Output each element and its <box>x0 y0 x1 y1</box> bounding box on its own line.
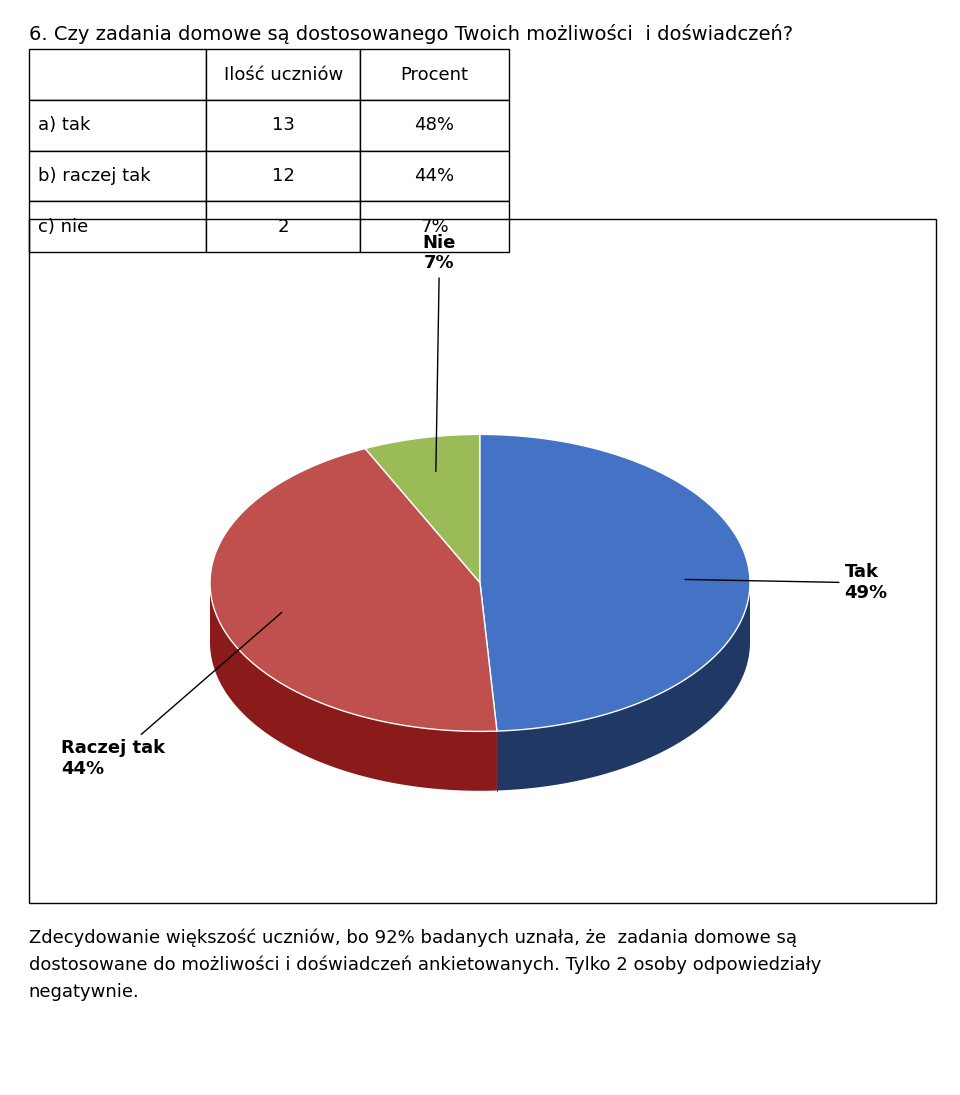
Text: 44%: 44% <box>415 166 454 185</box>
Bar <box>29 201 206 252</box>
Bar <box>206 201 360 252</box>
Polygon shape <box>480 435 750 731</box>
Text: 2: 2 <box>277 218 289 235</box>
Text: 12: 12 <box>272 166 295 185</box>
Text: Nie
7%: Nie 7% <box>422 233 456 472</box>
Bar <box>29 150 206 201</box>
Text: 6. Czy zadania domowe są dostosowanego Twoich możliwości  i doświadczeń?: 6. Czy zadania domowe są dostosowanego T… <box>29 24 793 44</box>
Text: a) tak: a) tak <box>38 116 91 135</box>
Bar <box>360 201 509 252</box>
Bar <box>29 100 206 151</box>
Text: 13: 13 <box>272 116 295 135</box>
Text: Procent: Procent <box>400 66 468 83</box>
Text: Ilość uczniów: Ilość uczniów <box>224 66 343 83</box>
Text: Zdecydowanie większość uczniów, bo 92% badanych uznała, że  zadania domowe są
do: Zdecydowanie większość uczniów, bo 92% b… <box>29 929 821 1001</box>
Text: b) raczej tak: b) raczej tak <box>38 166 151 185</box>
Polygon shape <box>365 435 480 583</box>
Bar <box>206 49 360 100</box>
Bar <box>206 150 360 201</box>
Polygon shape <box>497 584 750 791</box>
Bar <box>206 100 360 151</box>
Text: Raczej tak
44%: Raczej tak 44% <box>61 612 282 777</box>
Text: 48%: 48% <box>415 116 454 135</box>
Bar <box>29 49 206 100</box>
Text: Tak
49%: Tak 49% <box>685 564 888 602</box>
Text: c) nie: c) nie <box>38 218 88 235</box>
Polygon shape <box>210 449 497 731</box>
Bar <box>360 150 509 201</box>
Bar <box>360 100 509 151</box>
Bar <box>360 49 509 100</box>
Text: 7%: 7% <box>420 218 448 235</box>
Polygon shape <box>210 584 497 791</box>
